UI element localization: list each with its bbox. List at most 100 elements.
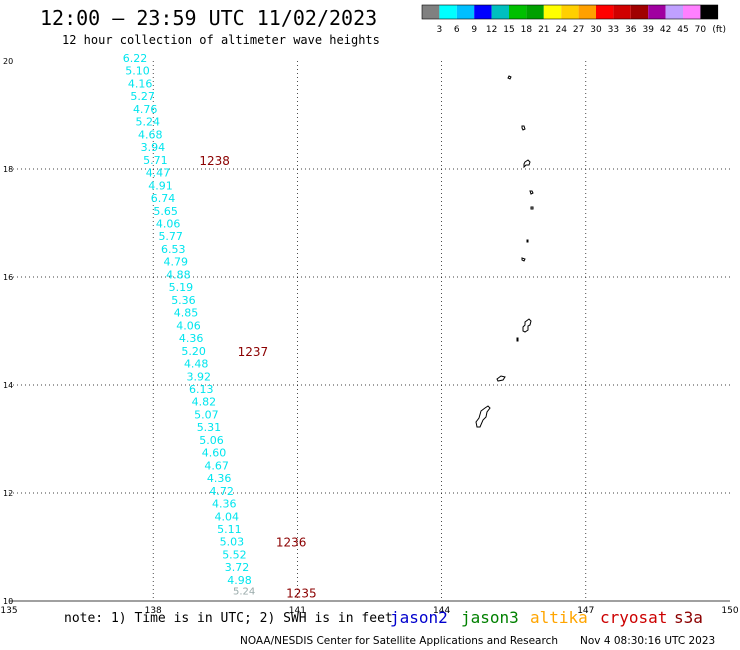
colorbar-swatch: [630, 5, 649, 19]
colorbar-swatch: [561, 5, 579, 19]
wave-height-label: 4.88: [166, 268, 191, 281]
wave-height-label: 6.74: [151, 192, 176, 205]
colorbar-unit: (ft): [712, 25, 726, 35]
colorbar-label: 15: [503, 25, 514, 35]
colorbar-label: 70: [695, 25, 707, 35]
wave-height-label: 5.24: [233, 587, 255, 598]
wave-height-label: 5.03: [220, 536, 245, 549]
wave-height-label: 4.36: [179, 332, 204, 345]
colorbar-swatch: [578, 5, 596, 19]
lat-tick-label: 16: [3, 273, 13, 282]
wave-height-label: 4.06: [176, 319, 201, 332]
colorbar-swatch: [683, 5, 701, 19]
wave-height-label: 4.36: [207, 472, 232, 485]
wave-height-label: 4.76: [133, 103, 158, 116]
colorbar-swatch: [700, 5, 718, 19]
island-outline: [526, 239, 529, 243]
wave-height-label: 5.52: [222, 548, 247, 561]
wave-height-label: 4.47: [146, 167, 171, 180]
colorbar-swatch: [474, 5, 492, 19]
wave-height-label: 4.82: [192, 396, 217, 409]
wave-height-label: 6.53: [161, 243, 186, 256]
track-time-label: 1236: [276, 536, 307, 550]
legend-jason2: jason2: [390, 608, 448, 627]
wave-height-label: 5.27: [130, 90, 155, 103]
lat-tick-label: 12: [3, 489, 13, 498]
colorbar-swatch: [456, 5, 475, 19]
island-outline: [521, 125, 526, 131]
colorbar-swatch: [509, 5, 527, 19]
colorbar-label: 27: [573, 25, 584, 35]
colorbar-label: 9: [471, 25, 477, 35]
wave-height-label: 5.19: [169, 281, 194, 294]
island-outline: [475, 405, 491, 428]
wave-height-label: 3.72: [225, 561, 250, 574]
credit-text: NOAA/NESDIS Center for Satellite Applica…: [240, 635, 558, 647]
wave-height-label: 5.36: [171, 294, 196, 307]
wave-height-label: 4.48: [184, 358, 209, 371]
map-subtitle: 12 hour collection of altimeter wave hei…: [62, 33, 380, 47]
colorbar-swatch: [439, 5, 457, 19]
colorbar-label: 30: [590, 25, 602, 35]
wave-height-label: 5.11: [217, 523, 242, 536]
wave-height-label: 5.65: [153, 205, 178, 218]
lon-tick-label: 150: [721, 606, 738, 616]
island-outline: [521, 257, 526, 262]
wave-height-label: 4.98: [227, 574, 252, 587]
lat-tick-label: 18: [3, 165, 13, 174]
colorbar-label: 36: [625, 25, 637, 35]
legend-cryosat: cryosat: [600, 608, 668, 627]
wave-height-label: 5.24: [136, 116, 161, 129]
wave-height-label: 5.20: [181, 345, 206, 358]
wave-height-label: 4.91: [148, 179, 173, 192]
colorbar-label: 21: [538, 25, 549, 35]
colorbar-label: 42: [660, 25, 671, 35]
wave-height-label: 4.60: [202, 447, 227, 460]
wave-height-label: 6.13: [189, 383, 214, 396]
colorbar-label: 12: [486, 25, 497, 35]
colorbar-swatch: [526, 5, 544, 19]
colorbar-swatch: [613, 5, 631, 19]
wave-height-label: 3.94: [141, 141, 166, 154]
wave-height-label: 4.67: [204, 459, 229, 472]
generated-timestamp: Nov 4 08:30:16 UTC 2023: [580, 635, 716, 647]
colorbar-swatch: [665, 5, 683, 19]
colorbar-label: 6: [454, 25, 460, 35]
colorbar-label: 45: [677, 25, 688, 35]
lat-tick-label: 14: [3, 381, 13, 390]
lon-tick-label: 141: [289, 606, 306, 616]
wave-height-label: 4.36: [212, 498, 237, 511]
wave-height-label: 6.22: [123, 52, 148, 65]
island-outline: [530, 206, 534, 210]
wave-height-label: 5.71: [143, 154, 168, 167]
lon-tick-label: 144: [433, 606, 450, 616]
wave-height-label: 4.72: [209, 485, 234, 498]
island-outline: [522, 318, 532, 333]
colorbar-frame: [421, 4, 719, 20]
colorbar-label: 39: [642, 25, 654, 35]
lon-tick-label: 147: [577, 606, 594, 616]
wave-height-label: 4.85: [174, 307, 199, 320]
map-title: 12:00 – 23:59 UTC 11/02/2023: [40, 6, 378, 30]
wave-height-label: 4.06: [156, 217, 181, 230]
legend-s3a: s3a: [674, 608, 703, 627]
lon-tick-label: 138: [145, 606, 162, 616]
colorbar-swatch: [596, 5, 614, 19]
footer-note: note: 1) Time is in UTC; 2) SWH is in fe…: [64, 611, 393, 626]
wave-height-label: 5.07: [194, 408, 219, 421]
wave-height-label: 3.92: [187, 370, 212, 383]
colorbar-label: 24: [555, 25, 567, 35]
island-outline: [516, 337, 519, 342]
wave-height-label: 4.68: [138, 128, 163, 141]
colorbar-swatch: [543, 5, 562, 19]
wave-height-label: 4.16: [128, 77, 153, 90]
track-time-label: 1237: [238, 345, 269, 359]
colorbar-label: 33: [608, 25, 619, 35]
wave-height-label: 5.31: [197, 421, 222, 434]
wave-height-label: 4.04: [215, 510, 240, 523]
island-outline: [529, 190, 534, 195]
wave-height-label: 5.06: [199, 434, 224, 447]
island-outline: [507, 75, 512, 80]
lat-tick-label: 20: [3, 57, 13, 66]
